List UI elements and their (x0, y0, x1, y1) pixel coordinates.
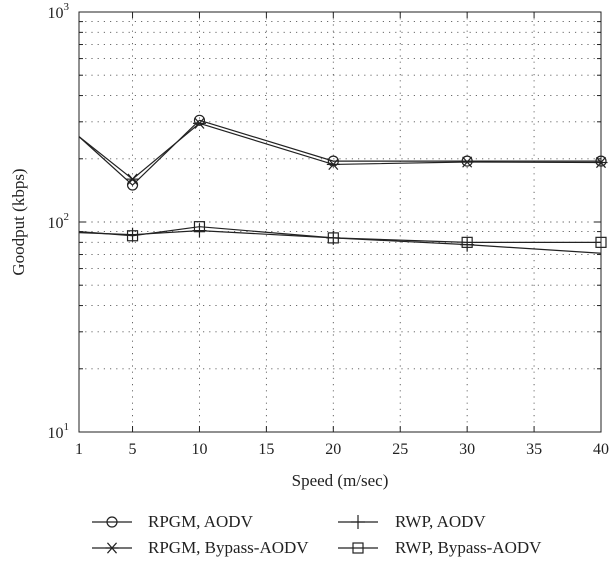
legend: RPGM, AODV RPGM, Bypass-AODV RWP, AODV RWP,… (92, 512, 542, 557)
x-tick-label: 15 (258, 441, 274, 458)
y-tick-label: 103 (48, 1, 70, 22)
x-tick-label: 35 (526, 441, 542, 458)
x-tick-label: 10 (191, 441, 207, 458)
x-tick-label: 25 (392, 441, 408, 458)
point-marker-asterisk (594, 156, 608, 169)
point-marker-circle (106, 516, 118, 528)
series-line (78, 122, 602, 180)
y-tick-labels: 101 102 103 (48, 1, 70, 442)
series-rpgm-aodv (78, 114, 607, 191)
y-axis-label: Goodput (kbps) (9, 168, 28, 275)
point-marker-asterisk (326, 158, 340, 171)
plot-frame (78, 11, 602, 433)
point-marker-square (327, 232, 339, 244)
grid-lines (78, 11, 602, 433)
legend-label: RWP, AODV (395, 512, 486, 531)
point-marker-plus (351, 515, 365, 529)
point-marker-circle (595, 155, 607, 167)
point-marker-asterisk (105, 542, 119, 554)
x-axis-label: Speed (m/sec) (292, 471, 389, 490)
point-marker-circle (327, 155, 339, 167)
series-line (78, 226, 601, 243)
x-tick-label: 5 (129, 441, 137, 458)
x-tick-label: 20 (325, 441, 341, 458)
point-marker-square (461, 236, 473, 248)
y-tick-label: 102 (48, 211, 70, 232)
series-rwp-bypass-aodv (78, 221, 607, 248)
point-marker-square (352, 542, 364, 554)
point-marker-square (193, 221, 206, 233)
x-tick-labels: 1 5 10 15 20 25 30 35 40 (75, 441, 609, 458)
legend-item: RWP, Bypass-AODV (338, 538, 542, 557)
legend-item: RPGM, AODV (92, 512, 254, 531)
point-marker-circle (193, 114, 206, 126)
point-marker-asterisk (192, 117, 206, 129)
point-marker-square (126, 230, 139, 242)
x-tick-label: 40 (593, 441, 609, 458)
series-line (78, 230, 602, 254)
y-tick-label: 101 (48, 421, 70, 442)
legend-label: RPGM, Bypass-AODV (148, 538, 309, 557)
legend-label: RWP, Bypass-AODV (395, 538, 542, 557)
legend-label: RPGM, AODV (148, 512, 254, 531)
point-marker-asterisk (460, 156, 474, 168)
series-rpgm-bypass-aodv (78, 117, 608, 185)
legend-item: RWP, AODV (338, 512, 486, 531)
x-tick-label: 30 (459, 441, 475, 458)
series-line (78, 119, 601, 186)
point-marker-asterisk (126, 173, 140, 185)
x-tick-label: 1 (75, 441, 83, 458)
series-layer (78, 114, 608, 254)
legend-item: RPGM, Bypass-AODV (92, 538, 309, 557)
point-marker-square (595, 236, 607, 248)
point-marker-circle (461, 155, 473, 167)
